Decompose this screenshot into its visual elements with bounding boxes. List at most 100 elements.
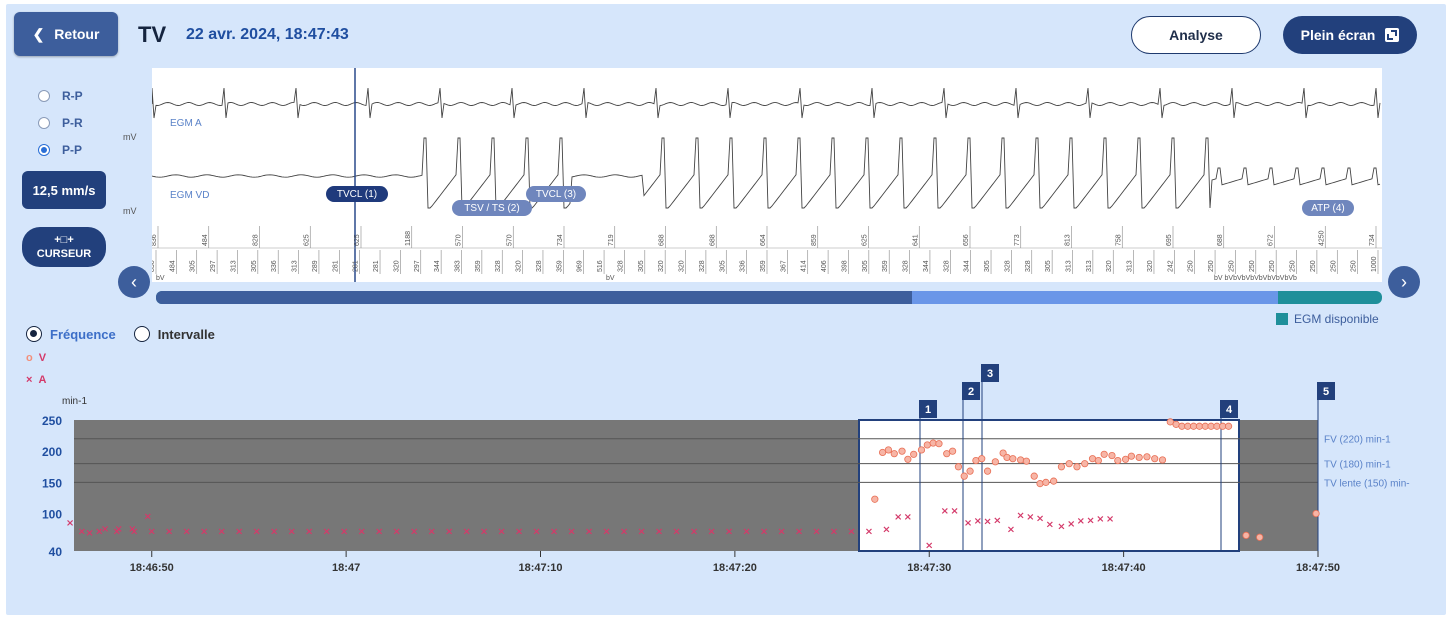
- radio-frequence-label[interactable]: Fréquence: [50, 326, 116, 342]
- y-tick-label: 200: [42, 445, 62, 459]
- v-interval-label: 320: [516, 260, 523, 272]
- radio-button-icon[interactable]: [38, 89, 50, 102]
- v-interval-label: 328: [536, 260, 543, 272]
- radio-button-selected-icon[interactable]: [38, 143, 50, 156]
- v-interval-label: 297: [210, 260, 217, 272]
- radio-intervalle-label[interactable]: Intervalle: [157, 326, 215, 342]
- v-point: [917, 446, 926, 454]
- a-point: ×: [620, 527, 628, 538]
- v-interval-label: 289: [312, 260, 319, 272]
- v-interval-label: 250: [1290, 260, 1297, 272]
- a-point: ×: [235, 527, 243, 538]
- a-point: ×: [183, 527, 191, 538]
- a-point: ×: [1026, 512, 1034, 523]
- radio-intervalle-icon[interactable]: [133, 326, 150, 342]
- radio-p-r[interactable]: P-R: [38, 109, 83, 136]
- egm-marker-4[interactable]: ATP (4): [1302, 200, 1354, 216]
- trend-chart[interactable]: min-1 FV (220) min-1 TV (180) min-1 TV lent…: [6, 364, 1446, 604]
- a-point: ×: [637, 527, 645, 538]
- egm-scrollbar[interactable]: [156, 291, 1382, 304]
- v-point: [1224, 422, 1233, 430]
- a-point: ×: [85, 528, 93, 539]
- chevron-left-icon: ‹: [131, 271, 137, 292]
- back-button[interactable]: ❮ Retour: [14, 12, 118, 56]
- a-point: ×: [672, 527, 680, 538]
- egm-marker-3[interactable]: TVCL (3): [526, 186, 586, 202]
- v-point: [943, 450, 951, 458]
- v-point: [1127, 452, 1136, 460]
- episode-marker-label: 2: [968, 386, 974, 398]
- v-interval-label: 313: [1127, 260, 1134, 272]
- episode-marker-badge: [981, 364, 999, 382]
- episode-marker-1[interactable]: 1: [919, 400, 937, 418]
- speed-button[interactable]: 12,5 mm/s: [22, 171, 106, 209]
- v-point: [1108, 451, 1116, 460]
- v-point: [1042, 478, 1050, 486]
- egm-viewer[interactable]: 4 0 -4 8 0 -8 EGM A EGM VD TVCL (1)TSV /…: [152, 68, 1382, 282]
- a-point: ×: [1086, 515, 1094, 526]
- fullscreen-button[interactable]: Plein écran: [1283, 16, 1417, 54]
- v-interval-label: 320: [658, 260, 665, 272]
- x-tick-label: 18:47:10: [518, 562, 562, 574]
- a-interval-label: 625: [354, 234, 361, 246]
- previous-button[interactable]: ‹: [118, 266, 150, 298]
- v-point: [1009, 455, 1017, 463]
- v-interval-label: 383: [455, 260, 462, 272]
- legend-a-symbol: ×: [26, 374, 33, 386]
- chevron-left-icon: ❮: [32, 25, 45, 42]
- radio-label: P-R: [62, 115, 83, 130]
- a-point: ×: [375, 527, 383, 538]
- a-point: ×: [865, 527, 873, 538]
- a-point: ×: [288, 527, 296, 538]
- episode-marker-4[interactable]: 4: [1220, 400, 1238, 418]
- a-interval-label: 664: [760, 234, 767, 246]
- legend-v-symbol: o: [26, 352, 33, 364]
- episode-marker-5[interactable]: 5: [1317, 382, 1335, 400]
- a-point: ×: [567, 527, 575, 538]
- v-point: [1022, 457, 1031, 465]
- cursor-button[interactable]: +□+ CURSEUR: [22, 227, 106, 267]
- egm-marker-label: TVCL (1): [337, 189, 377, 200]
- v-interval-label: 281: [373, 260, 380, 272]
- v-interval-label: 359: [882, 260, 889, 272]
- v-point: [1143, 453, 1151, 461]
- egm-marker-pill: [452, 200, 532, 216]
- v-interval-label: 297: [414, 260, 421, 272]
- a-point: ×: [115, 524, 123, 535]
- next-button[interactable]: ›: [1388, 266, 1420, 298]
- v-interval-label: 359: [760, 260, 767, 272]
- trend-mode-group: Fréquence Intervalle: [26, 326, 215, 342]
- radio-button-icon[interactable]: [38, 116, 50, 129]
- v-interval-label: 328: [943, 260, 950, 272]
- app-window: ❮ Retour TV 22 avr. 2024, 18:47:43 Analy…: [6, 4, 1446, 615]
- y-tick-label: 150: [42, 476, 62, 490]
- episode-marker-3[interactable]: 3: [981, 364, 999, 382]
- episode-marker-2[interactable]: 2: [962, 382, 980, 400]
- radio-frequence-icon[interactable]: [26, 326, 42, 342]
- v-point: [1242, 531, 1250, 540]
- v-interval-label: 305: [984, 260, 991, 272]
- a-point: ×: [974, 516, 982, 527]
- v-interval-label: 336: [271, 260, 278, 272]
- cursor-icon: +□+: [54, 234, 74, 246]
- v-point: [1312, 509, 1320, 518]
- episode-marker-badge: [1317, 382, 1335, 400]
- a-point: ×: [515, 527, 523, 538]
- a-point: ×: [602, 527, 610, 538]
- analyse-button[interactable]: Analyse: [1131, 16, 1261, 54]
- egm-marker-1[interactable]: TVCL (1): [326, 186, 388, 202]
- a-point: ×: [882, 525, 890, 536]
- a-point: ×: [305, 527, 313, 538]
- a-point: ×: [144, 512, 152, 523]
- v-point: [1065, 460, 1073, 468]
- x-tick-label: 18:47: [332, 562, 360, 574]
- threshold-label: TV (180) min-1: [1324, 460, 1391, 471]
- v-interval-label: 250: [1249, 260, 1256, 272]
- a-point: ×: [894, 512, 902, 523]
- egm-svg: 4 0 -4 8 0 -8 EGM A EGM VD TVCL (1)TSV /…: [152, 68, 1382, 282]
- v-point: [1158, 456, 1167, 464]
- egm-marker-2[interactable]: TSV / TS (2): [452, 200, 532, 216]
- a-point: ×: [812, 527, 820, 538]
- radio-r-p[interactable]: R-P: [38, 82, 83, 109]
- radio-p-p[interactable]: P-P: [38, 136, 83, 163]
